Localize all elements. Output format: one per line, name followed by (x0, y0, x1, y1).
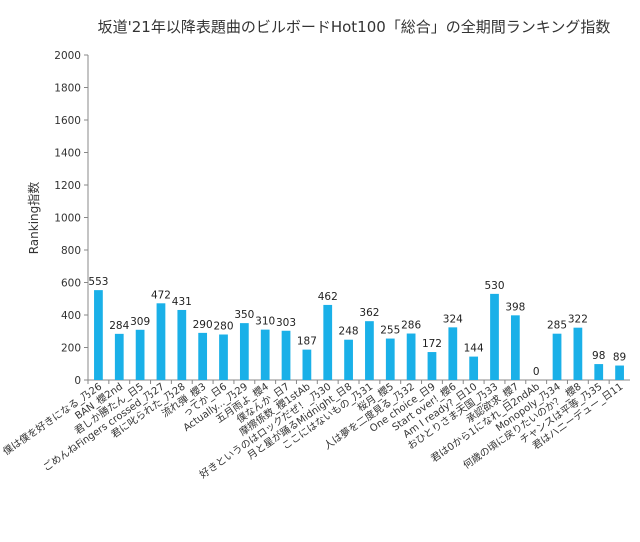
data-label: 362 (359, 307, 379, 319)
bar (239, 323, 249, 380)
data-label: 303 (276, 317, 296, 329)
data-label: 398 (505, 301, 525, 313)
y-tick-label: 0 (74, 375, 81, 387)
y-tick-label: 1800 (54, 83, 81, 95)
y-tick-label: 400 (61, 310, 81, 322)
data-label: 431 (172, 296, 192, 308)
y-tick-label: 1600 (54, 115, 81, 127)
data-label: 280 (213, 321, 233, 333)
bar (427, 352, 437, 380)
bar (510, 315, 520, 380)
bar (469, 356, 479, 380)
y-tick-label: 1400 (54, 148, 81, 160)
data-label: 98 (592, 350, 605, 362)
y-axis-ticks: 0 200 400 600 800 1000 1200 1400 1600 1800 2000 (54, 50, 88, 387)
data-label: 530 (484, 280, 504, 292)
y-tick-label: 800 (61, 245, 81, 257)
y-tick-label: 200 (61, 343, 81, 355)
chart-title: 坂道'21年以降表題曲のビルボードHot100「総合」の全期間ランキング指数 (98, 18, 611, 36)
bar (281, 330, 291, 380)
bar (594, 364, 604, 380)
bar (135, 329, 145, 380)
data-label: 350 (234, 309, 254, 321)
bar (573, 327, 583, 380)
data-label: 290 (193, 319, 213, 331)
bar (552, 333, 562, 380)
data-label: 324 (443, 313, 463, 325)
data-label: 284 (109, 320, 129, 332)
data-label: 322 (568, 314, 588, 326)
data-label: 89 (613, 352, 626, 364)
y-tick-label: 1200 (54, 180, 81, 192)
data-label: 462 (318, 291, 338, 303)
bar (385, 338, 395, 380)
bar (219, 334, 228, 380)
data-label: 144 (464, 343, 484, 355)
bar (406, 333, 416, 380)
bar (344, 339, 353, 380)
y-axis-label: Ranking指数 (26, 182, 41, 255)
data-label: 255 (380, 325, 400, 337)
data-label: 286 (401, 320, 421, 332)
data-label: 553 (88, 276, 108, 288)
bar (323, 304, 333, 380)
bar (260, 329, 270, 380)
data-label: 285 (547, 320, 567, 332)
bars (94, 290, 624, 380)
bar (365, 321, 374, 380)
bar (490, 293, 499, 380)
bar (114, 333, 124, 380)
data-label: 309 (130, 316, 150, 328)
bar (302, 349, 312, 380)
bar (156, 303, 166, 380)
data-label: 172 (422, 338, 442, 350)
data-label: 248 (339, 326, 359, 338)
bar (177, 309, 187, 380)
bar (198, 332, 208, 380)
bar (94, 290, 103, 380)
data-label: 0 (533, 366, 540, 378)
y-tick-label: 1000 (54, 213, 81, 225)
bar (448, 327, 458, 380)
data-label: 310 (255, 316, 275, 328)
y-tick-label: 600 (61, 278, 81, 290)
y-tick-label: 2000 (54, 50, 81, 62)
x-axis-category-labels: 僕は僕を好きになる_乃26BAN_櫻2nd君しか勝たん_日5ごめんねFinger… (0, 380, 625, 481)
bar (615, 365, 624, 380)
data-label: 472 (151, 289, 171, 301)
data-label: 187 (297, 336, 317, 348)
